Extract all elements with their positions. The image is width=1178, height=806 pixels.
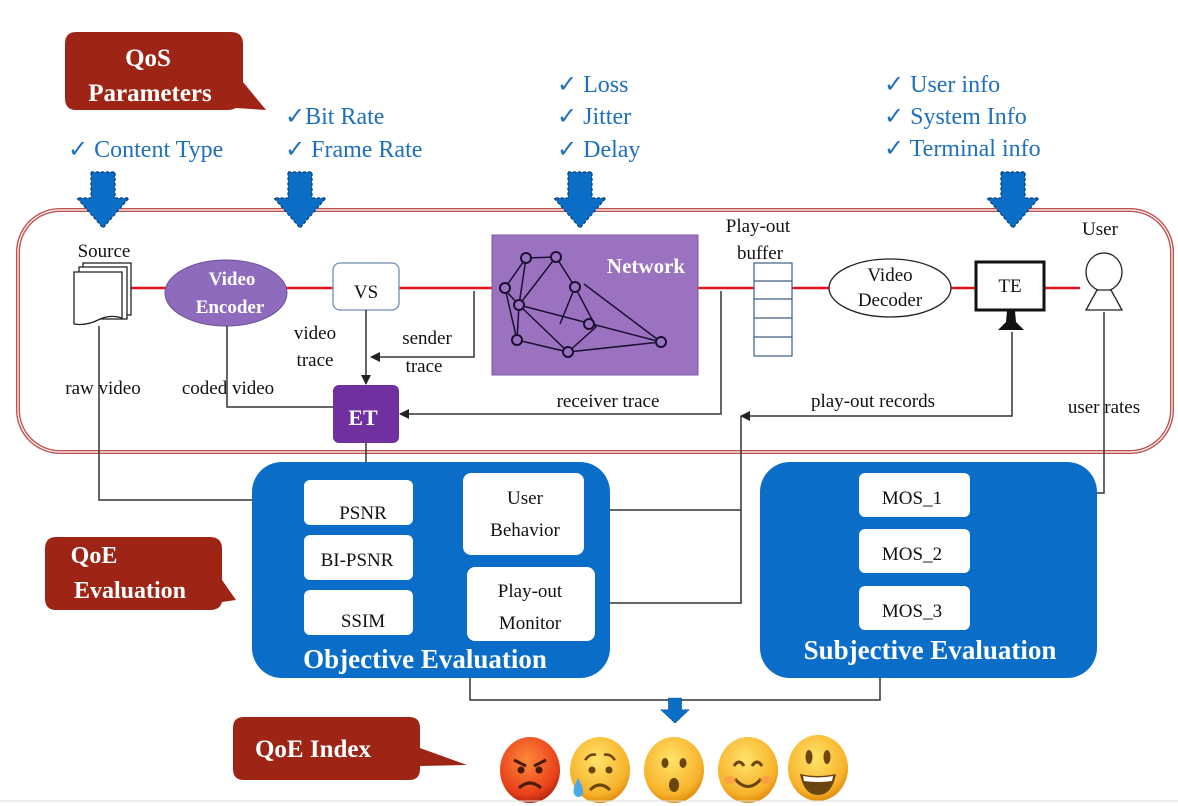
vs-node: VS bbox=[332, 262, 400, 311]
playout-buffer-node: Play-out buffer bbox=[726, 216, 793, 357]
metric-bi-psnr: BI-PSNR bbox=[321, 550, 394, 571]
source-label: Source bbox=[78, 241, 131, 262]
monitor-stand-icon bbox=[998, 311, 1024, 330]
parameter-item: ✓ Jitter bbox=[557, 104, 631, 130]
user-behavior-label: User bbox=[507, 488, 544, 509]
parameter-item: ✓ System Info bbox=[884, 104, 1027, 130]
encoding-parameters: ✓Bit Rate ✓ Frame Rate bbox=[285, 104, 422, 163]
callout-text: QoE bbox=[71, 543, 118, 569]
callout-text: QoE Index bbox=[255, 736, 372, 763]
grinning-face-icon bbox=[788, 735, 848, 801]
down-arrow-icon bbox=[76, 171, 130, 229]
decoder-label: Video bbox=[867, 265, 912, 286]
user-behavior-label: Behavior bbox=[490, 520, 560, 541]
video-trace-label: video bbox=[294, 323, 336, 344]
playout-monitor-label: Monitor bbox=[499, 613, 562, 634]
terminal-equipment-node: TE bbox=[974, 260, 1046, 330]
callout-text: QoS bbox=[125, 45, 171, 72]
qoe-evaluation-callout: QoE Evaluation bbox=[45, 537, 236, 610]
buffer-label: buffer bbox=[737, 243, 784, 264]
sad-tear-face-icon bbox=[570, 737, 630, 803]
subjective-evaluation-panel: MOS_1 MOS_2 MOS_3 Subjective Evaluation bbox=[760, 462, 1097, 678]
network-node: Network bbox=[491, 234, 699, 376]
decoder-label: Decoder bbox=[858, 290, 923, 311]
parameter-item: ✓ Content Type bbox=[68, 137, 223, 163]
surprised-face-icon bbox=[644, 737, 704, 803]
metric-mos-3: MOS_3 bbox=[882, 601, 942, 622]
user-node: User bbox=[1082, 219, 1124, 311]
user-icon bbox=[1085, 252, 1123, 292]
receiver-trace-label: receiver trace bbox=[557, 391, 660, 412]
user-label: User bbox=[1082, 219, 1119, 240]
playout-monitor-label: Play-out bbox=[498, 581, 563, 602]
document-icon bbox=[73, 271, 123, 326]
network-parameters: ✓ Loss ✓ Jitter ✓ Delay bbox=[557, 72, 640, 163]
objective-title: Objective Evaluation bbox=[303, 644, 547, 674]
buffer-label: Play-out bbox=[726, 216, 791, 237]
raw-video-label: raw video bbox=[65, 378, 140, 399]
subjective-title: Subjective Evaluation bbox=[804, 635, 1057, 665]
network-label: Network bbox=[607, 254, 685, 278]
playout-records-label: play-out records bbox=[811, 391, 935, 412]
metric-psnr: PSNR bbox=[339, 503, 387, 524]
vs-label: VS bbox=[354, 282, 378, 303]
sender-trace-label: sender bbox=[402, 328, 452, 349]
qoe-index-callout: QoE Index bbox=[233, 717, 467, 780]
et-node: ET bbox=[333, 385, 399, 443]
source-node: Source bbox=[73, 241, 132, 326]
callout-text: Evaluation bbox=[74, 578, 186, 604]
metric-mos-1: MOS_1 bbox=[882, 488, 942, 509]
parameter-item: ✓ Loss bbox=[557, 72, 628, 98]
down-arrow-icon bbox=[553, 171, 607, 229]
video-trace-label: trace bbox=[297, 350, 334, 371]
parameter-item: ✓ User info bbox=[884, 72, 1000, 98]
encoder-label: Encoder bbox=[196, 297, 265, 318]
qoe-index-scale bbox=[500, 735, 848, 803]
et-label: ET bbox=[348, 405, 378, 430]
callout-text: Parameters bbox=[88, 80, 212, 107]
user-rates-label: user rates bbox=[1068, 397, 1140, 418]
sender-trace-label: trace bbox=[406, 356, 443, 377]
content-parameters: ✓ Content Type bbox=[68, 137, 223, 163]
video-encoder-node: Video Encoder bbox=[164, 259, 288, 327]
coded-video-label: coded video bbox=[182, 378, 274, 399]
angry-face-icon bbox=[500, 737, 560, 803]
parameter-item: ✓ Delay bbox=[557, 137, 640, 163]
metric-ssim: SSIM bbox=[341, 611, 385, 632]
video-decoder-node: Video Decoder bbox=[828, 258, 952, 318]
metric-mos-2: MOS_2 bbox=[882, 544, 942, 565]
parameter-item: ✓ Terminal info bbox=[884, 136, 1041, 162]
down-arrow-icon bbox=[660, 697, 690, 724]
te-label: TE bbox=[998, 276, 1021, 297]
parameter-item: ✓ Frame Rate bbox=[285, 137, 422, 163]
terminal-parameters: ✓ User info ✓ System Info ✓ Terminal inf… bbox=[884, 72, 1041, 162]
parameter-item: ✓Bit Rate bbox=[285, 104, 384, 130]
smiling-face-icon bbox=[718, 737, 778, 803]
objective-evaluation-panel: PSNR BI-PSNR SSIM User Behavior Play-out… bbox=[252, 462, 610, 678]
down-arrow-icon bbox=[273, 171, 327, 229]
down-arrow-icon bbox=[986, 171, 1040, 229]
encoder-label: Video bbox=[209, 269, 256, 290]
qos-parameters-callout: QoS Parameters bbox=[65, 32, 266, 110]
